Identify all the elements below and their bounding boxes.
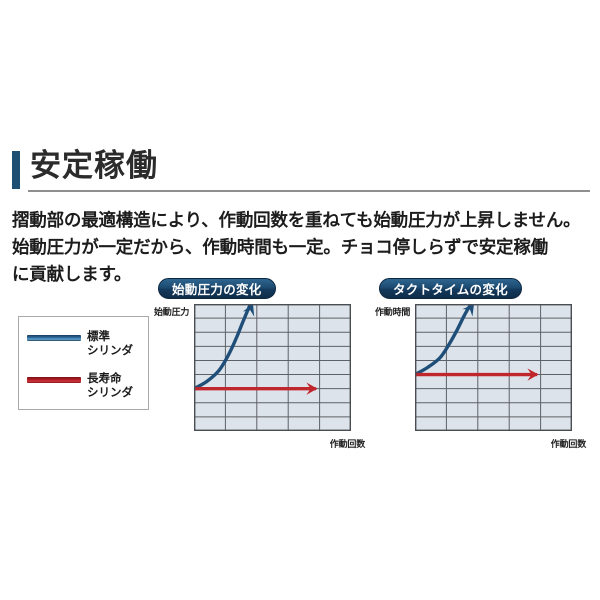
chart-svg-startup-pressure bbox=[194, 304, 351, 431]
series-arrowhead-long-life bbox=[527, 368, 539, 381]
heading-divider bbox=[28, 190, 590, 192]
page-title: 安定稼働 bbox=[30, 148, 158, 184]
chart-title-badge-startup-pressure: 始動圧力の変化 bbox=[158, 278, 276, 299]
series-arrowhead-standard bbox=[462, 304, 475, 317]
body-paragraph: 摺動部の最適構造により、作動回数を重ねても始動圧力が上昇しません。 始動圧力が一… bbox=[12, 208, 592, 289]
legend-swatch-red-icon bbox=[27, 377, 81, 383]
plot-background bbox=[415, 304, 572, 431]
plot-background bbox=[194, 304, 351, 431]
chart-ylabel-tact-time: 作動時間 bbox=[375, 308, 411, 318]
legend-label-standard: 標準 シリンダ bbox=[87, 329, 133, 357]
chart-plot-tact-time bbox=[415, 304, 572, 431]
legend-label-long-life-line2: シリンダ bbox=[87, 385, 133, 399]
section-heading: 安定稼働 bbox=[12, 148, 590, 196]
heading-accent-bar bbox=[12, 151, 20, 189]
chart-legend: 標準 シリンダ 長寿命 シリンダ bbox=[18, 316, 149, 410]
chart-startup-pressure: 始動圧力の変化 始動圧力 作動回数 bbox=[152, 278, 367, 450]
legend-label-standard-line1: 標準 bbox=[87, 329, 110, 343]
body-line-3: に貢献します。 bbox=[12, 265, 132, 285]
chart-xlabel-startup-pressure: 作動回数 bbox=[329, 440, 365, 450]
body-line-1: 摺動部の最適構造により、作動回数を重ねても始動圧力が上昇しません。 bbox=[12, 211, 581, 231]
legend-label-long-life-line1: 長寿命 bbox=[87, 371, 122, 385]
series-line-standard bbox=[194, 304, 253, 391]
legend-swatch-blue-icon bbox=[27, 335, 81, 341]
chart-xlabel-tact-time: 作動回数 bbox=[550, 440, 586, 450]
plot-frame bbox=[194, 304, 351, 431]
plot-frame bbox=[415, 304, 572, 431]
legend-item-long-life-cylinder: 長寿命 シリンダ bbox=[27, 371, 133, 399]
legend-item-standard-cylinder: 標準 シリンダ bbox=[27, 329, 133, 357]
legend-label-long-life: 長寿命 シリンダ bbox=[87, 371, 133, 399]
series-arrowhead-standard bbox=[242, 304, 255, 317]
chart-title-badge-tact-time: タクトタイムの変化 bbox=[379, 278, 522, 299]
body-line-2: 始動圧力が一定だから、作動時間も一定。チョコ停しらずで安定稼働 bbox=[12, 238, 548, 258]
legend-label-standard-line2: シリンダ bbox=[87, 343, 133, 357]
chart-tact-time: タクトタイムの変化 作動時間 作動回数 bbox=[373, 278, 588, 450]
chart-svg-tact-time bbox=[415, 304, 572, 431]
chart-plot-startup-pressure bbox=[194, 304, 351, 431]
series-arrowhead-long-life bbox=[306, 382, 318, 395]
chart-ylabel-startup-pressure: 始動圧力 bbox=[154, 308, 190, 318]
